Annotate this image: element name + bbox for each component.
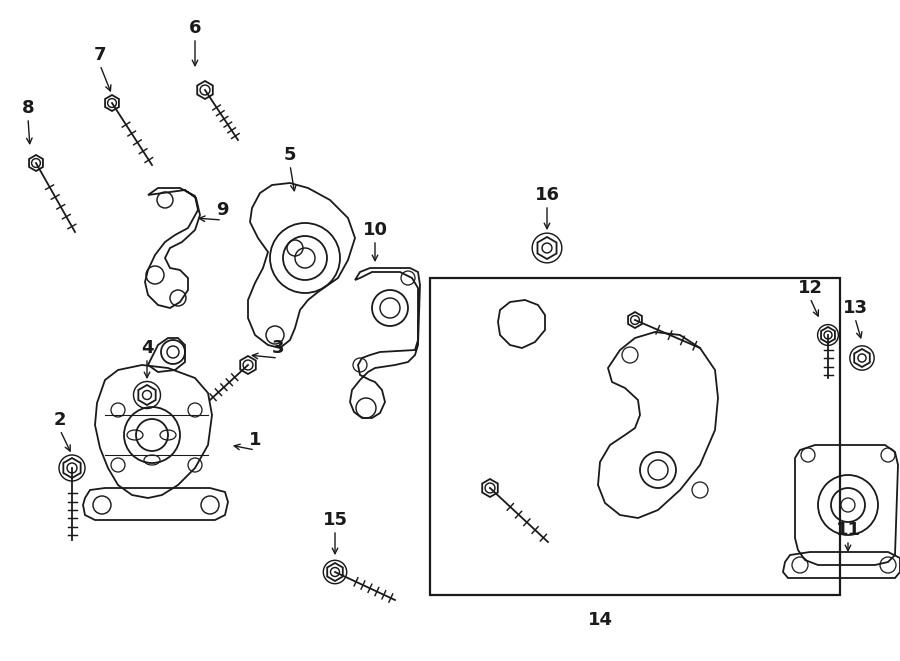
Text: 15: 15 bbox=[322, 511, 347, 529]
Bar bbox=[430, 278, 840, 595]
Text: 8: 8 bbox=[22, 99, 34, 117]
Text: 4: 4 bbox=[140, 339, 153, 357]
Text: 13: 13 bbox=[842, 299, 868, 317]
Text: 1: 1 bbox=[248, 431, 261, 449]
Text: 16: 16 bbox=[535, 186, 560, 204]
Text: 6: 6 bbox=[189, 19, 202, 37]
Text: 12: 12 bbox=[797, 279, 823, 297]
Text: 2: 2 bbox=[54, 411, 67, 429]
Text: 7: 7 bbox=[94, 46, 106, 64]
Text: 10: 10 bbox=[363, 221, 388, 239]
Text: 3: 3 bbox=[272, 339, 284, 357]
Text: 9: 9 bbox=[216, 201, 229, 219]
Text: 11: 11 bbox=[835, 521, 860, 539]
Text: 5: 5 bbox=[284, 146, 296, 164]
Text: 14: 14 bbox=[588, 611, 613, 629]
